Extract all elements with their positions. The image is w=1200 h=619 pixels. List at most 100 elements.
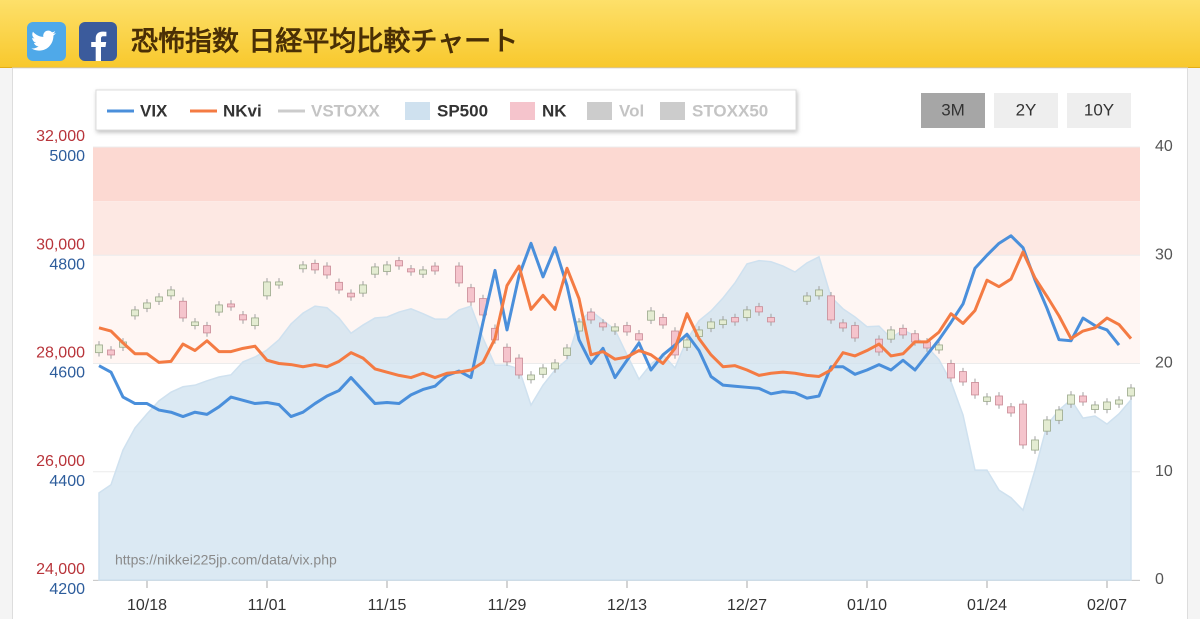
candle-body [683, 339, 691, 348]
y-tick-label: 32,000 [36, 128, 85, 145]
candle-body [215, 304, 223, 313]
candle-body [335, 281, 343, 291]
y2-tick-label: 10 [1155, 463, 1173, 480]
legend-swatch [660, 102, 685, 120]
x-tick-label: 01/24 [967, 597, 1007, 614]
legend-label: Vol [619, 101, 644, 120]
candle-body [635, 333, 643, 341]
x-tick-label: 12/27 [727, 597, 767, 614]
area [98, 255, 1132, 581]
candle-body [107, 349, 115, 356]
range-button-label: 2Y [1016, 100, 1037, 119]
candle-body [1115, 399, 1123, 405]
candle-body [155, 296, 163, 302]
candle-body [1055, 409, 1063, 421]
candle-body [323, 265, 331, 276]
y-tick-label: 28,000 [36, 345, 85, 362]
candle-body [359, 284, 367, 294]
legend-swatch [587, 102, 612, 120]
legend-swatch [510, 102, 535, 120]
candle-body [755, 306, 763, 313]
legend-label: VSTOXX [311, 101, 380, 120]
candle-body [275, 281, 283, 286]
y3-tick-label: 4800 [49, 256, 85, 273]
x-tick-label: 11/15 [368, 597, 407, 614]
candle-body [1091, 404, 1099, 410]
candle-body [899, 327, 907, 336]
line [98, 234, 1121, 419]
candle-body [803, 295, 811, 302]
plot-area: 0 10 20 30 40 24,000 26,000 28,000 30,000 32,000 4… [36, 128, 1173, 614]
candle-body [1127, 387, 1135, 397]
x-tick-label: 12/13 [607, 597, 647, 614]
range-button-label: 3M [941, 100, 965, 119]
candle-body [371, 266, 379, 275]
candle-body [947, 363, 955, 379]
range-button[interactable]: 10Y [1067, 93, 1131, 128]
candle-body [299, 264, 307, 270]
legend-swatch [405, 102, 430, 120]
candle-body [719, 319, 727, 325]
range-button-label: 10Y [1084, 100, 1114, 119]
range-buttons: 3M 2Y 10Y [921, 93, 1131, 128]
y3-tick-label: 4400 [49, 473, 85, 490]
candle-body [971, 382, 979, 396]
candle-body [887, 329, 895, 340]
y2-tick-label: 40 [1155, 138, 1173, 155]
candle-body [959, 371, 967, 383]
y-tick-label: 30,000 [36, 236, 85, 253]
range-button[interactable]: 3M [921, 93, 985, 128]
legend-label: NKvi [223, 101, 262, 120]
candle-body [395, 260, 403, 267]
candle-body [659, 317, 667, 326]
candle-body [311, 262, 319, 271]
risk-band [93, 147, 1140, 202]
candle-body [1079, 395, 1087, 403]
candle-body [539, 367, 547, 375]
line [98, 250, 1133, 380]
candle-body [743, 309, 751, 318]
range-button-bg [921, 93, 985, 128]
candle-body [347, 292, 355, 298]
x-tick-label: 02/07 [1087, 597, 1127, 614]
x-tick-label: 01/10 [847, 597, 887, 614]
range-button[interactable]: 2Y [994, 93, 1058, 128]
candle-body [503, 346, 511, 363]
candle-body [227, 303, 235, 308]
candle-body [407, 268, 415, 273]
candle-body [983, 396, 991, 402]
y3-tick-label: 5000 [49, 148, 85, 165]
header-bar [0, 0, 1200, 68]
x-tick-label: 10/18 [127, 597, 167, 614]
y2-tick-label: 30 [1155, 246, 1173, 263]
candle-body [239, 314, 247, 321]
range-button-bg [1067, 93, 1131, 128]
candle-body [995, 395, 1003, 406]
candle-body [383, 264, 391, 272]
legend-label: STOXX50 [692, 101, 768, 120]
candle-body [611, 326, 619, 332]
legend-label: VIX [140, 101, 168, 120]
facebook-icon[interactable] [79, 22, 117, 61]
candle-body [1031, 439, 1039, 451]
candle-body [467, 287, 475, 303]
legend: VIX NKvi VSTOXX SP500 NK Vol STOXX50 [107, 101, 768, 120]
candle-body [167, 289, 175, 297]
candle-body [455, 265, 463, 284]
candle-body [623, 325, 631, 333]
candle-body [143, 302, 151, 309]
candle-body [827, 295, 835, 321]
page-title: 恐怖指数 日経平均比較チャート [131, 26, 518, 58]
twitter-icon[interactable] [27, 22, 66, 61]
candle-body [1007, 406, 1015, 414]
x-tick-label: 11/29 [488, 597, 527, 614]
candle-body [563, 347, 571, 356]
candle-body [551, 362, 559, 370]
y2-tick-label: 0 [1155, 571, 1164, 588]
candle-body [419, 269, 427, 275]
candle-body [1019, 403, 1027, 446]
candle-body [179, 300, 187, 319]
candle-body [431, 265, 439, 272]
candle-body [1067, 394, 1075, 405]
